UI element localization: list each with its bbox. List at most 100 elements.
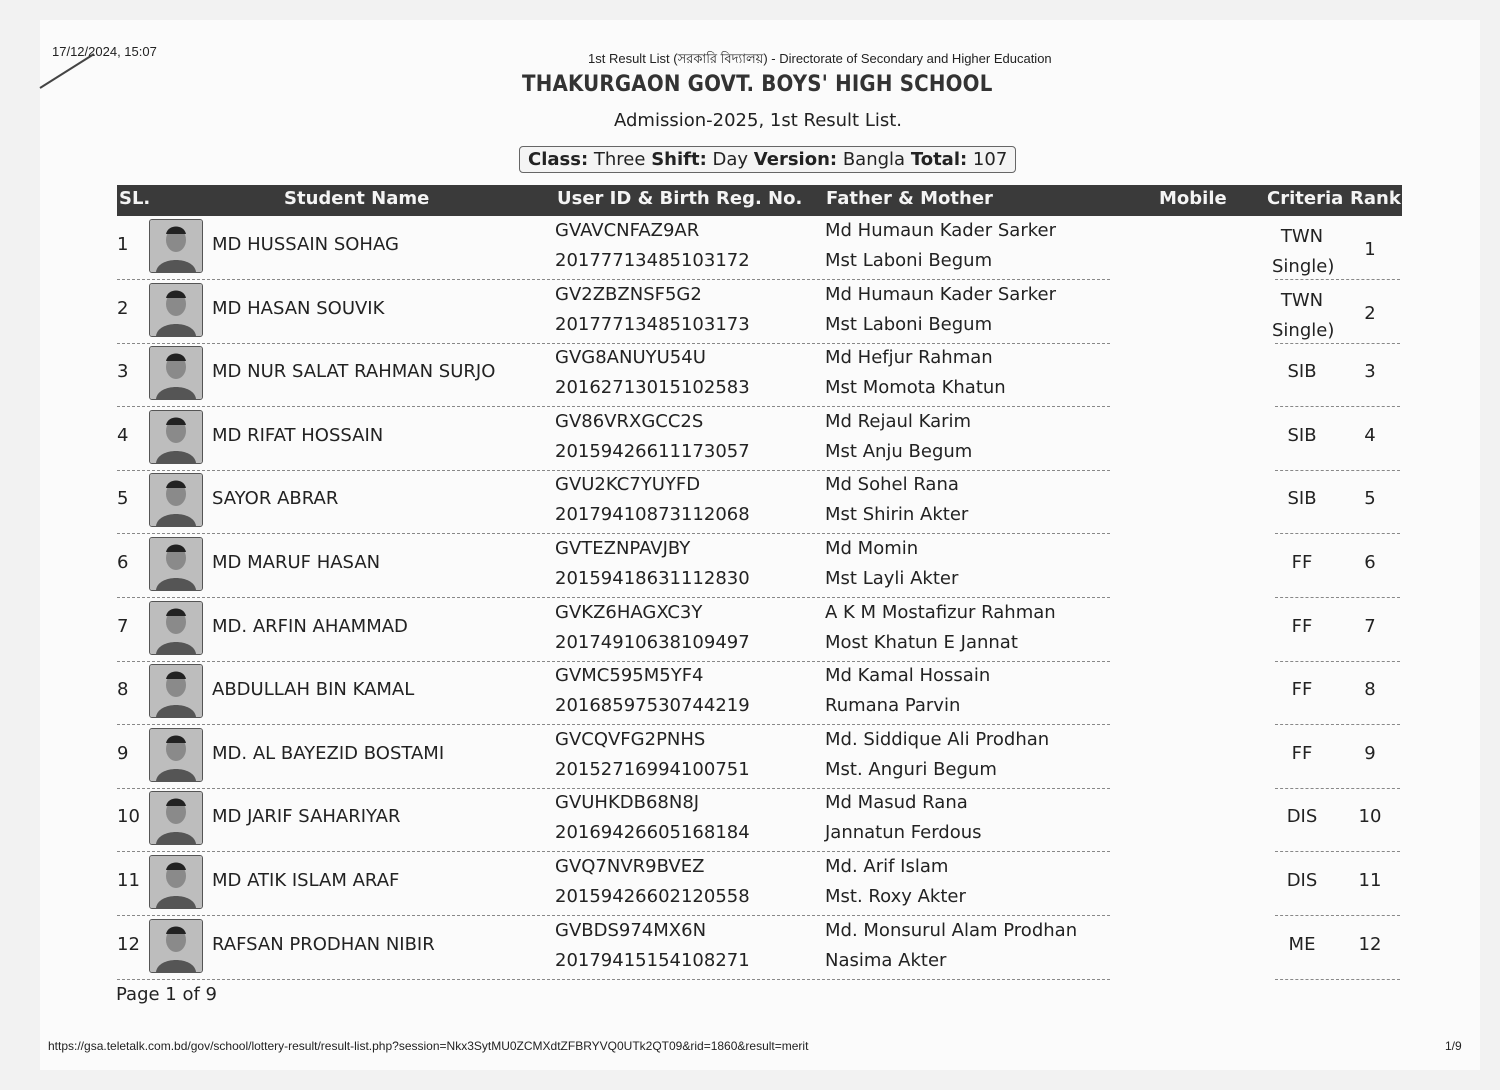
table-row: 10 MD JARIF SAHARIYAR GVUHKDB68N8J 20169426…: [117, 789, 1402, 853]
row-divider: [1275, 279, 1400, 280]
table-row: 4 MD RIFAT HOSSAIN GV86VRXGCC2S 20159426611…: [117, 408, 1402, 471]
student-name: MD. ARFIN AHAMMAD: [212, 615, 408, 637]
row-divider: [1275, 915, 1400, 916]
serial-number: 9: [117, 742, 129, 764]
birth-reg-no: 20177713485103172: [555, 250, 750, 271]
row-divider: [117, 279, 1110, 280]
row-divider: [117, 787, 1110, 789]
criteria: FF: [1291, 615, 1313, 637]
father-name: Md. Monsurul Alam Prodhan: [825, 919, 1078, 941]
rank: 11: [1358, 870, 1382, 891]
table-row: 11 MD ATIK ISLAM ARAF GVQ7NVR9BVEZ 20159426…: [117, 853, 1402, 916]
birth-reg-no: 20177713485103173: [555, 313, 750, 335]
mother-name: Rumana Parvin: [825, 695, 961, 717]
school-name: THAKURGAON GOVT. BOYS' HIGH SCHOOL: [522, 72, 993, 97]
col-rank: Rank: [1350, 188, 1401, 209]
mother-name: Nasima Akter: [825, 949, 947, 971]
user-id: GVMC595M5YF4: [555, 665, 704, 687]
table-row: 12 RAFSAN PRODHAN NIBIR GVBDS974MX6N 201794…: [117, 917, 1402, 980]
col-criteria: Criteria: [1267, 188, 1344, 209]
total-label: Total:: [910, 149, 968, 170]
birth-reg-no: 20179415154108271: [555, 949, 750, 971]
serial-number: 1: [117, 234, 129, 255]
mother-name: Mst Anju Begum: [825, 440, 973, 462]
row-divider: [1275, 342, 1400, 344]
father-name: Md. Arif Islam: [825, 856, 949, 877]
user-id: GVU2KC7YUYFD: [555, 474, 701, 496]
rank: 12: [1358, 933, 1382, 955]
mother-name: Mst Laboni Begum: [825, 313, 993, 335]
col-user-id: User ID & Birth Reg. No.: [557, 188, 803, 209]
birth-reg-no: 20159418631112830: [555, 568, 750, 589]
birth-reg-no: 20162713015102583: [555, 377, 750, 399]
rank: 9: [1364, 742, 1376, 764]
mother-name: Mst. Anguri Begum: [825, 758, 997, 780]
father-name: Md Hefjur Rahman: [825, 347, 993, 369]
birth-reg-no: 20152716994100751: [555, 758, 750, 780]
father-name: Md Masud Rana: [825, 792, 968, 814]
row-divider: [117, 469, 1110, 471]
student-name: MD NUR SALAT RAHMAN SURJO: [212, 361, 496, 383]
student-name: MD HUSSAIN SOHAG: [212, 234, 399, 255]
serial-number: 5: [117, 488, 129, 510]
row-divider: [117, 597, 1110, 598]
row-divider: [117, 533, 1110, 535]
col-mobile: Mobile: [1159, 188, 1227, 209]
criteria: TWN Single): [1272, 226, 1335, 277]
row-divider: [1275, 597, 1400, 598]
row-divider: [117, 406, 1110, 408]
student-name: SAYOR ABRAR: [212, 488, 339, 510]
criteria: FF: [1291, 742, 1313, 764]
result-subtitle: Admission-2025, 1st Result List.: [614, 110, 903, 131]
row-divider: [1275, 851, 1400, 853]
row-divider: [1275, 660, 1400, 662]
serial-number: 11: [117, 870, 140, 891]
user-id: GVBDS974MX6N: [555, 919, 707, 941]
rank: 8: [1364, 679, 1376, 701]
table-row: 7 MD. ARFIN AHAMMAD GVKZ6HAGXC3Y 2017491063…: [117, 599, 1402, 662]
shift-label: Shift:: [651, 149, 707, 170]
mother-name: Mst. Roxy Akter: [825, 886, 966, 907]
birth-reg-no: 20168597530744219: [555, 695, 750, 717]
row-divider: [117, 978, 1110, 980]
row-divider: [117, 660, 1110, 662]
father-name: Md Sohel Rana: [825, 474, 959, 496]
user-id: GVUHKDB68N8J: [555, 792, 700, 814]
total-value: 107: [972, 149, 1008, 170]
student-photo: [149, 727, 203, 782]
page-counter: 1/9: [1445, 1039, 1462, 1053]
row-divider: [1275, 469, 1400, 471]
criteria: FF: [1291, 679, 1313, 701]
student-photo: [149, 219, 203, 273]
student-name: MD ATIK ISLAM ARAF: [212, 870, 400, 891]
criteria: TWN Single): [1272, 289, 1335, 341]
student-name: MD. AL BAYEZID BOSTAMI: [212, 742, 445, 764]
pen-mark: [39, 53, 95, 89]
row-divider: [1275, 978, 1400, 980]
page-header-title: 1st Result List (সরকারি বিদ্যালয়) - Dir…: [588, 51, 1052, 66]
father-name: Md Kamal Hossain: [825, 665, 991, 687]
rank: 7: [1364, 615, 1376, 637]
criteria: SIB: [1287, 488, 1317, 510]
table-row: 8 ABDULLAH BIN KAMAL GVMC595M5YF4 201685975…: [117, 662, 1402, 726]
source-url: https://gsa.teletalk.com.bd/gov/school/l…: [48, 1039, 809, 1053]
table-row: 2 MD HASAN SOUVIK GV2ZBZNSF5G2 201777134851…: [117, 281, 1402, 344]
mother-name: Mst Shirin Akter: [825, 504, 969, 526]
father-name: Md Humaun Kader Sarker: [825, 220, 1056, 241]
version-value: Bangla: [842, 149, 906, 170]
table-row: 9 MD. AL BAYEZID BOSTAMI GVCQVFG2PNHS 20152…: [117, 726, 1402, 789]
student-photo: [149, 918, 203, 973]
student-photo: [149, 282, 203, 337]
mother-name: Most Khatun E Jannat: [825, 631, 1018, 653]
print-timestamp: 17/12/2024, 15:07: [52, 44, 157, 59]
rank: 5: [1364, 488, 1376, 510]
rank: 4: [1364, 424, 1376, 446]
rank: 1: [1364, 239, 1376, 260]
serial-number: 6: [117, 552, 129, 573]
user-id: GVCQVFG2PNHS: [555, 728, 706, 750]
serial-number: 4: [117, 424, 129, 446]
student-name: RAFSAN PRODHAN NIBIR: [212, 933, 435, 955]
user-id: GV86VRXGCC2S: [555, 410, 704, 432]
birth-reg-no: 20179410873112068: [555, 504, 750, 526]
table-header: SL. Student Name User ID & Birth Reg. No…: [117, 185, 1402, 216]
